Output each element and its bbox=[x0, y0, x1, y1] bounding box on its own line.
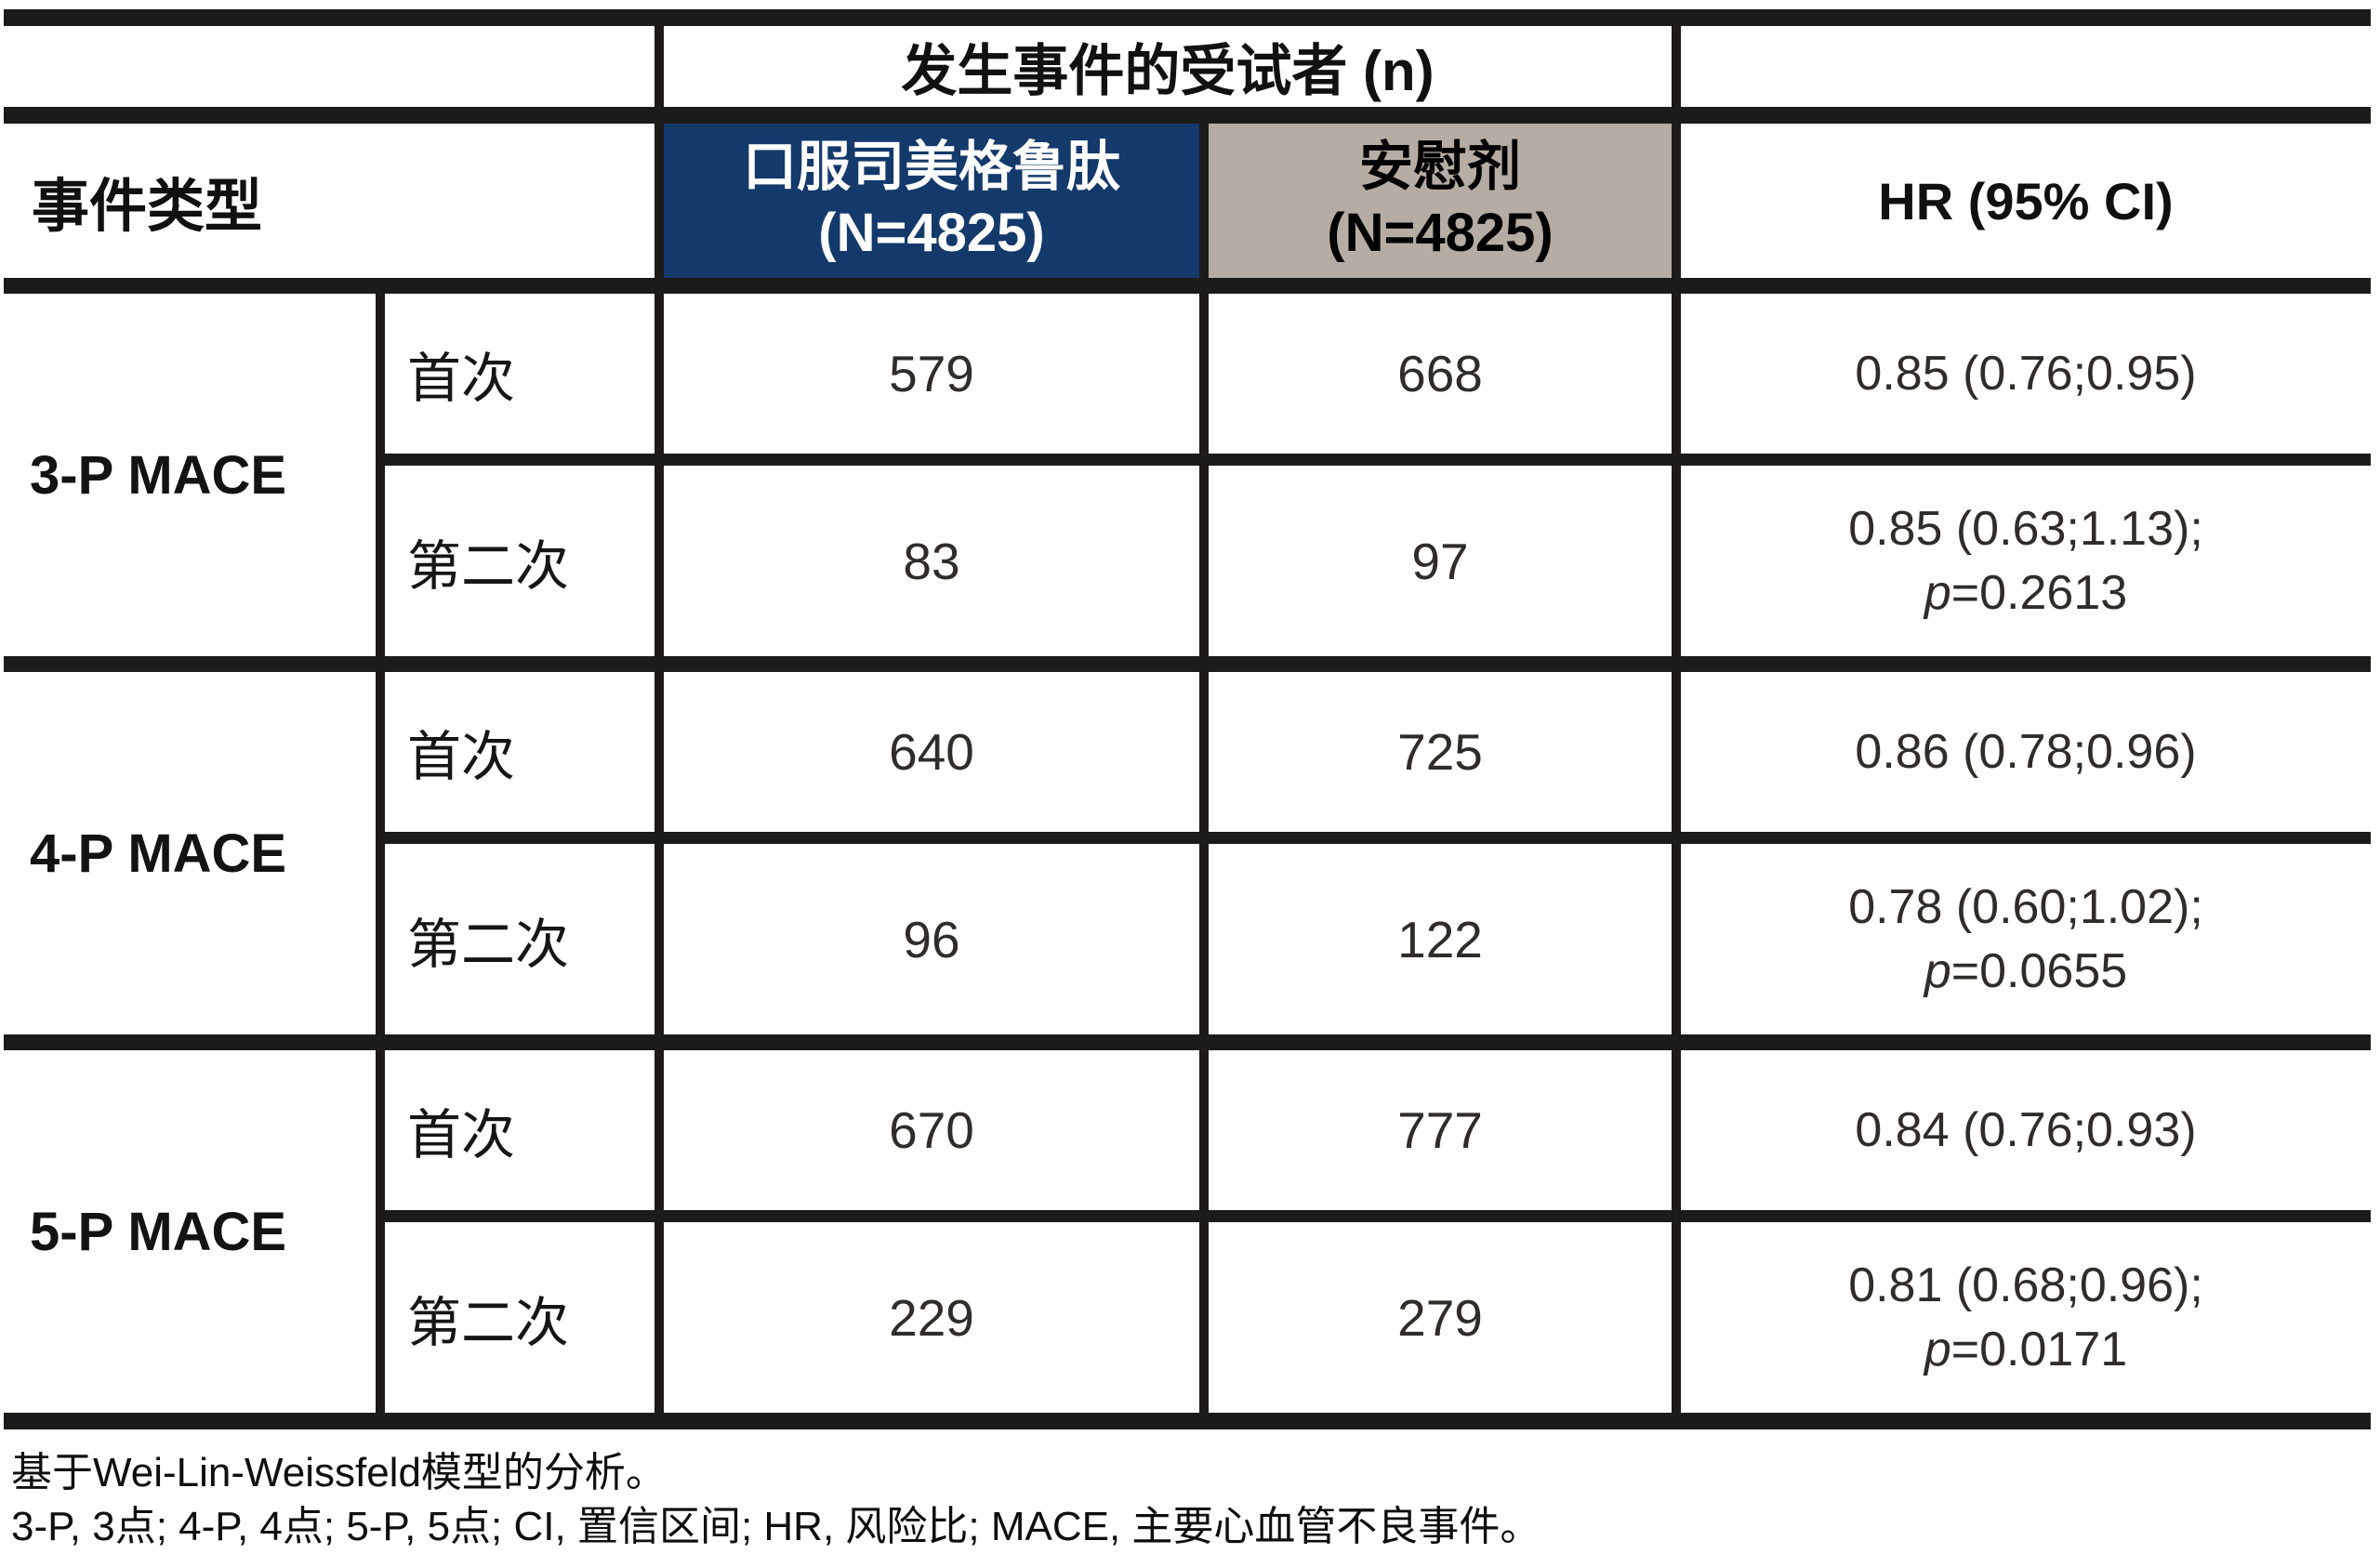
table-header-row-1: 发生事件的受试者 (n) bbox=[4, 18, 2371, 115]
occurrence-label: 第二次 bbox=[376, 832, 659, 1043]
p-symbol: p bbox=[1924, 1322, 1951, 1376]
table-row: 4-P MACE 首次 640 725 0.86 (0.78;0.96) bbox=[4, 656, 2371, 1043]
occurrence-label: 首次 bbox=[376, 278, 659, 460]
p-value: =0.0655 bbox=[1950, 943, 2128, 998]
semaglutide-count: 670 bbox=[654, 1034, 1204, 1217]
hr-value-with-p: 0.78 (0.60;1.02); p=0.0655 bbox=[1672, 832, 2371, 1043]
table-header-row-2: 事件类型 口服司美格鲁肽 (N=4825) 安慰剂 (N=4825) HR (9… bbox=[4, 107, 2371, 286]
hr-value: 0.81 (0.68;0.96); bbox=[1848, 1258, 2203, 1312]
event-group-label: 5-P MACE bbox=[4, 1034, 380, 1421]
event-group-label: 4-P MACE bbox=[4, 656, 380, 1043]
subjects-with-events-header: 发生事件的受试者 (n) bbox=[654, 18, 1681, 115]
semaglutide-column-header: 口服司美格鲁肽 (N=4825) bbox=[654, 107, 1204, 286]
p-value: =0.0171 bbox=[1950, 1322, 2128, 1376]
header-spacer-right bbox=[1676, 18, 2371, 115]
table-row: 5-P MACE 首次 670 777 0.84 (0.76;0.93) bbox=[4, 1034, 2371, 1421]
semaglutide-count: 96 bbox=[654, 832, 1204, 1043]
header-spacer-left bbox=[4, 18, 659, 115]
semaglutide-count: 229 bbox=[654, 1210, 1204, 1421]
placebo-count: 122 bbox=[1199, 832, 1676, 1043]
occurrence-label: 第二次 bbox=[376, 454, 659, 665]
occurrence-label: 首次 bbox=[376, 1034, 659, 1217]
table-row: 第二次 83 97 0.85 (0.63;1.13); p=0.2613 bbox=[4, 454, 2371, 665]
p-symbol: p bbox=[1924, 943, 1951, 998]
occurrence-label: 首次 bbox=[376, 656, 659, 838]
footnote-model: 基于Wei-Lin-Weissfeld模型的分析。 bbox=[11, 1450, 667, 1495]
occurrence-label: 第二次 bbox=[376, 1210, 659, 1421]
placebo-count: 725 bbox=[1199, 656, 1676, 838]
placebo-count: 279 bbox=[1199, 1210, 1676, 1421]
table-row: 3-P MACE 首次 579 668 0.85 (0.76;0.95) bbox=[4, 278, 2371, 665]
hr-value: 0.86 (0.78;0.96) bbox=[1672, 656, 2371, 838]
semaglutide-name: 口服司美格鲁肽 bbox=[742, 137, 1120, 198]
semaglutide-count: 579 bbox=[654, 278, 1204, 460]
p-value: =0.2613 bbox=[1950, 565, 2128, 620]
placebo-n: (N=4825) bbox=[1327, 203, 1554, 263]
table-row: 第二次 96 122 0.78 (0.60;1.02); p=0.0655 bbox=[4, 832, 2371, 1043]
event-type-header: 事件类型 bbox=[4, 107, 659, 286]
semaglutide-n: (N=4825) bbox=[818, 203, 1045, 263]
semaglutide-count: 640 bbox=[654, 656, 1204, 838]
table-footnotes: 基于Wei-Lin-Weissfeld模型的分析。 3-P, 3点; 4-P, … bbox=[11, 1446, 2371, 1554]
hr-value: 0.84 (0.76;0.93) bbox=[1672, 1034, 2371, 1217]
placebo-count: 668 bbox=[1199, 278, 1676, 460]
hr-value: 0.78 (0.60;1.02); bbox=[1848, 879, 2203, 934]
placebo-column-header: 安慰剂 (N=4825) bbox=[1199, 107, 1676, 286]
hr-value: 0.85 (0.63;1.13); bbox=[1848, 501, 2203, 556]
hr-column-header: HR (95% CI) bbox=[1672, 107, 2371, 286]
hr-value-with-p: 0.85 (0.63;1.13); p=0.2613 bbox=[1672, 454, 2371, 665]
table-row: 第二次 229 279 0.81 (0.68;0.96); p=0.0171 bbox=[4, 1210, 2371, 1421]
mace-recurrence-table: 发生事件的受试者 (n) 事件类型 口服司美格鲁肽 (N=4825) 安慰剂 (… bbox=[4, 9, 2371, 1429]
p-symbol: p bbox=[1924, 565, 1951, 620]
event-group-label: 3-P MACE bbox=[4, 278, 380, 665]
footnote-abbreviations: 3-P, 3点; 4-P, 4点; 5-P, 5点; CI, 置信区间; HR,… bbox=[11, 1504, 1541, 1550]
hr-value: 0.85 (0.76;0.95) bbox=[1672, 278, 2371, 460]
hr-value-with-p: 0.81 (0.68;0.96); p=0.0171 bbox=[1672, 1210, 2371, 1421]
placebo-name: 安慰剂 bbox=[1358, 137, 1521, 198]
placebo-count: 777 bbox=[1199, 1034, 1676, 1217]
placebo-count: 97 bbox=[1199, 454, 1676, 665]
semaglutide-count: 83 bbox=[654, 454, 1204, 665]
